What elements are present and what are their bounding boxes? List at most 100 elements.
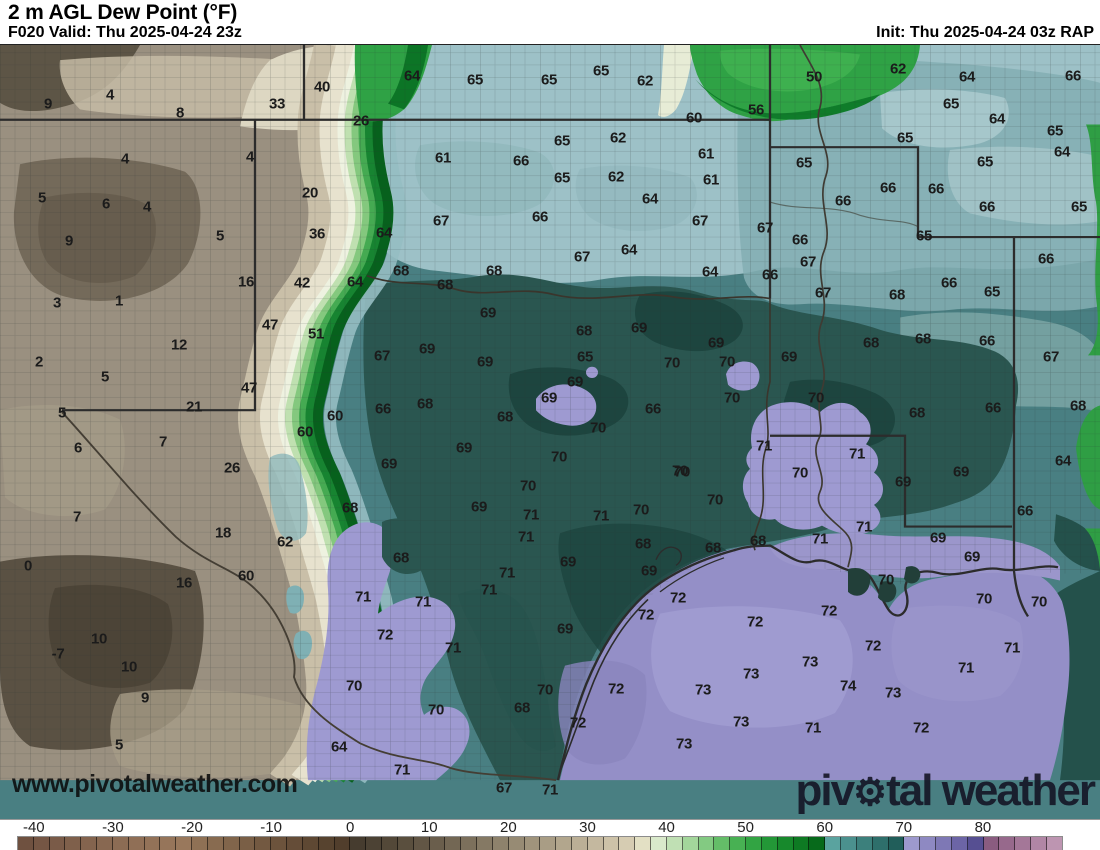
dewpoint-value: 71 <box>517 528 535 546</box>
dewpoint-value: 68 <box>749 532 767 550</box>
dewpoint-value: 68 <box>704 539 722 557</box>
dewpoint-value: 70 <box>536 681 554 699</box>
dewpoint-value: 62 <box>609 129 627 147</box>
dewpoint-value: 40 <box>313 78 331 96</box>
dewpoint-value: 70 <box>807 389 825 407</box>
dewpoint-value: 73 <box>801 653 819 671</box>
colorbar-tick-label: -20 <box>181 819 203 836</box>
dewpoint-value: 18 <box>214 524 232 542</box>
dewpoint-value: 64 <box>958 68 976 86</box>
colorbar-segment <box>160 837 177 850</box>
dewpoint-value: 69 <box>476 353 494 371</box>
dewpoint-value: 67 <box>432 212 450 230</box>
dewpoint-value: 6 <box>73 439 83 457</box>
colorbar-tick-label: 10 <box>420 819 438 836</box>
dewpoint-value: 68 <box>1069 397 1087 415</box>
dewpoint-value: 69 <box>952 463 970 481</box>
colorbar-segment <box>967 837 984 850</box>
colorbar-segment <box>255 837 272 850</box>
colorbar-segment <box>239 837 256 850</box>
dewpoint-value: 66 <box>978 198 996 216</box>
colorbar-segment <box>350 837 367 850</box>
dewpoint-value: 60 <box>237 567 255 585</box>
dewpoint-value: 71 <box>541 781 559 799</box>
colorbar-segment <box>271 837 288 850</box>
dewpoint-map-canvas[interactable]: 9 4 8 33 40 26 4 4 64 65 65 65 62 60 56 50 62 64 66 65 64 65 6… <box>0 44 1100 819</box>
dewpoint-value: 65 <box>553 169 571 187</box>
colorbar-tick-label: -10 <box>260 819 282 836</box>
colorbar-segment <box>477 837 493 850</box>
logo-text-pre: piv <box>795 766 855 815</box>
dewpoint-value: -7 <box>51 645 65 663</box>
dewpoint-value: 70 <box>519 477 537 495</box>
colorbar: -40 -30 -20 -10 0 10 20 30 40 50 60 70 80 <box>0 819 1100 850</box>
colorbar-tick-label: 0 <box>346 819 355 836</box>
colorbar-segment <box>571 837 588 850</box>
dewpoint-value: 60 <box>296 423 314 441</box>
dewpoint-value: 67 <box>799 253 817 271</box>
dewpoint-value: 69 <box>455 439 473 457</box>
dewpoint-value: 26 <box>223 459 241 477</box>
dewpoint-value: 60 <box>326 407 344 425</box>
dewpoint-value: 65 <box>576 348 594 366</box>
gear-icon: ⚙ <box>853 772 887 814</box>
dewpoint-value: 33 <box>268 95 286 113</box>
dewpoint-value: 69 <box>479 304 497 322</box>
dewpoint-value: 4 <box>105 86 115 104</box>
colorbar-segment <box>287 837 303 850</box>
dewpoint-value: 68 <box>392 549 410 567</box>
dewpoint-value: 4 <box>120 150 130 168</box>
dewpoint-value: 72 <box>864 637 882 655</box>
dewpoint-value: 5 <box>57 404 67 422</box>
colorbar-segment <box>397 837 414 850</box>
dewpoint-value: 68 <box>634 535 652 553</box>
colorbar-segment <box>33 837 50 850</box>
dewpoint-value: 66 <box>1037 250 1055 268</box>
dewpoint-value: 9 <box>64 232 74 250</box>
dewpoint-value: 47 <box>240 379 258 397</box>
dewpoint-value: 10 <box>120 658 138 676</box>
dewpoint-value: 69 <box>540 389 558 407</box>
colorbar-segment <box>97 837 113 850</box>
colorbar-segment <box>587 837 604 850</box>
colorbar-segment <box>445 837 462 850</box>
dewpoint-value: 71 <box>755 437 773 455</box>
colorbar-tick-label: 50 <box>737 819 754 836</box>
dewpoint-value: 69 <box>929 529 947 547</box>
dewpoint-value: 72 <box>669 589 687 607</box>
dewpoint-value: 74 <box>839 677 857 695</box>
dewpoint-value: 69 <box>640 562 658 580</box>
dewpoint-value: 68 <box>862 334 880 352</box>
dewpoint-value: 36 <box>308 225 326 243</box>
colorbar-segment <box>651 837 667 850</box>
dewpoint-value: 26 <box>352 112 370 130</box>
dewpoint-value: 62 <box>889 60 907 78</box>
colorbar-segment <box>382 837 398 850</box>
colorbar-segment <box>334 837 351 850</box>
dewpoint-value: 3 <box>52 294 62 312</box>
colorbar-segment <box>192 837 208 850</box>
dewpoint-value: 9 <box>43 95 53 113</box>
colorbar-tick-labels: -40 -30 -20 -10 0 10 20 30 40 50 60 70 80 <box>18 819 1062 837</box>
dewpoint-value: 67 <box>1042 348 1060 366</box>
dewpoint-value: 10 <box>90 630 108 648</box>
dewpoint-value: 66 <box>1064 67 1082 85</box>
dewpoint-value: 70 <box>723 389 741 407</box>
dewpoint-value: 72 <box>746 613 764 631</box>
dewpoint-value: 61 <box>697 145 715 163</box>
dewpoint-value: 16 <box>175 574 193 592</box>
dewpoint-value: 20 <box>301 184 319 202</box>
dewpoint-value: 66 <box>791 231 809 249</box>
dewpoint-value: 65 <box>795 154 813 172</box>
dewpoint-value: 69 <box>470 498 488 516</box>
dewpoint-value: 69 <box>630 319 648 337</box>
dewpoint-value: 72 <box>637 606 655 624</box>
colorbar-segment <box>619 837 636 850</box>
dewpoint-value: 71 <box>957 659 975 677</box>
colorbar-segment <box>49 837 66 850</box>
colorbar-segment <box>603 837 620 850</box>
colorbar-segment <box>1046 837 1062 850</box>
dewpoint-value: 66 <box>374 400 392 418</box>
dewpoint-value: 5 <box>215 227 225 245</box>
colorbar-segment <box>65 837 82 850</box>
